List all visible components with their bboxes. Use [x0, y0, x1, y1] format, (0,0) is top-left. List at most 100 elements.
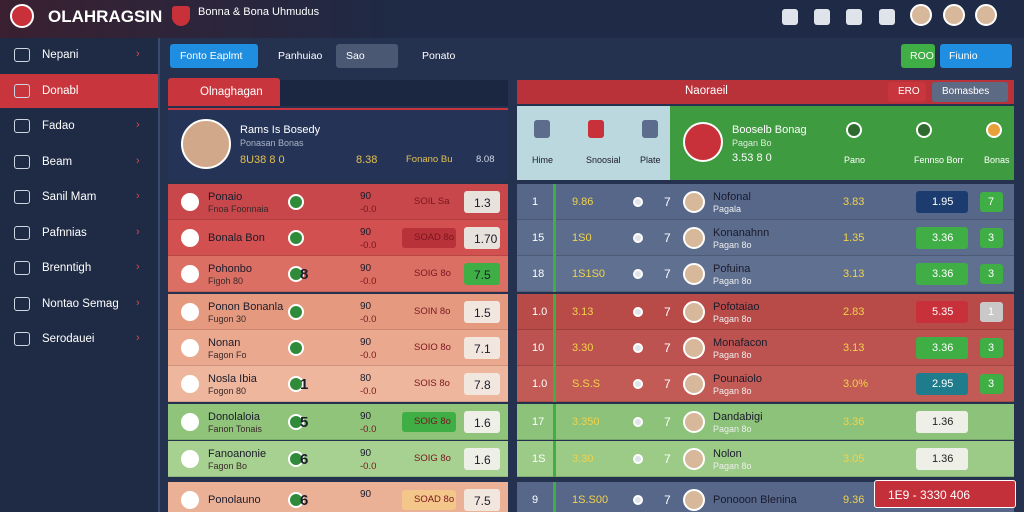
odds-box[interactable]: [916, 191, 968, 213]
odds-box[interactable]: [464, 411, 500, 433]
club-icon: [288, 194, 304, 210]
club-icon: [288, 414, 304, 430]
odds-box[interactable]: [464, 489, 500, 511]
match-row[interactable]: [168, 404, 508, 440]
sidebar-item[interactable]: Donabl: [42, 84, 79, 97]
profile-stats: 8U38 8 0: [240, 154, 285, 166]
mini-icon: [633, 233, 643, 243]
card-label: Hime: [532, 155, 554, 165]
chevron: ›: [136, 119, 140, 131]
odds-box[interactable]: [464, 301, 500, 323]
sidebar-item[interactable]: Nepani: [42, 49, 79, 61]
odds-box[interactable]: [464, 448, 500, 470]
sidebar-item[interactable]: Sanil Mam: [42, 191, 97, 203]
top-icon[interactable]: [814, 9, 830, 25]
match-row[interactable]: [168, 184, 508, 220]
row-stripe: [553, 482, 556, 512]
number: 7: [664, 452, 671, 466]
tag: SOIG 8o: [414, 453, 451, 464]
stat-top: 90: [360, 489, 372, 500]
card-icon: [534, 120, 550, 138]
match-row[interactable]: [168, 441, 508, 477]
top-icon[interactable]: [782, 9, 798, 25]
small: 3: [988, 268, 995, 280]
odds-box[interactable]: [464, 373, 500, 395]
odds-box[interactable]: [916, 337, 968, 359]
action-button[interactable]: [940, 44, 1012, 68]
odds-box[interactable]: [916, 373, 968, 395]
odds-box[interactable]: [464, 191, 500, 213]
match-row[interactable]: [168, 256, 508, 292]
sidebar-item[interactable]: Beam: [42, 155, 73, 168]
profile-badge: Fonano Bu: [406, 154, 453, 165]
team-icon: [181, 265, 199, 283]
player-avatar: [683, 191, 705, 213]
team-sub: Fagon Bo: [208, 461, 248, 471]
mini-icon: [633, 307, 643, 317]
chevron: ›: [136, 154, 140, 167]
odds-box[interactable]: [916, 227, 968, 249]
stat-bottom: -0.0: [360, 204, 377, 215]
tab-button[interactable]: [170, 44, 258, 68]
sidebar: [0, 38, 160, 512]
code: 1S.S00: [572, 494, 609, 506]
player-name: Monafacon: [713, 337, 768, 349]
odds-box[interactable]: [464, 337, 500, 359]
stat-bottom: -0.0: [360, 386, 377, 397]
sidebar-item[interactable]: Nontao Semag: [42, 297, 119, 310]
odds: 1.6: [474, 416, 491, 430]
header-button[interactable]: [932, 82, 1008, 102]
odds-box[interactable]: [916, 301, 968, 323]
rank: 18: [532, 268, 545, 280]
card-left: [517, 106, 670, 180]
odds-box[interactable]: [464, 263, 500, 285]
sidebar-item[interactable]: Brenntigh: [42, 262, 92, 274]
match-row[interactable]: [168, 366, 508, 402]
player-sub: Pagan 8o: [713, 276, 752, 286]
sidebar-item[interactable]: Fadao: [42, 120, 75, 132]
match-row[interactable]: [168, 330, 508, 366]
card-right: [670, 106, 1014, 180]
card-item-icon: [916, 122, 932, 138]
tab-label: Ponato: [422, 50, 456, 62]
right-header: [517, 80, 1014, 104]
score: 6: [300, 492, 309, 509]
card-item: Bonas: [984, 155, 1010, 165]
profile-side: 8.08: [476, 154, 495, 165]
tag: SOAD 8o: [414, 232, 455, 243]
stat-top: 90: [360, 448, 372, 459]
top-icon[interactable]: [846, 9, 862, 25]
odds-box[interactable]: [916, 263, 968, 285]
player-name: Dandabigi: [713, 411, 763, 423]
score: 8: [300, 266, 309, 283]
odds-box[interactable]: [916, 411, 968, 433]
row-stripe: [553, 441, 556, 477]
tab-button[interactable]: [336, 44, 398, 68]
odds-box[interactable]: [916, 448, 968, 470]
sidebar-item[interactable]: Serodauei: [42, 333, 95, 345]
row-stripe: [553, 184, 556, 220]
odds: 1.36: [932, 416, 954, 428]
team-icon: [181, 303, 199, 321]
code: S.S.S: [572, 378, 601, 390]
row-stripe: [553, 366, 556, 402]
score: 1: [300, 376, 309, 393]
profile-avatar: [181, 119, 231, 169]
top-icon[interactable]: [879, 9, 895, 25]
number: 7: [664, 415, 671, 429]
club-icon: [288, 266, 304, 282]
card-avatar: [683, 122, 723, 162]
action-button[interactable]: [901, 44, 935, 68]
small-box: [980, 192, 1003, 212]
club-icon: [288, 376, 304, 392]
player-avatar: [683, 263, 705, 285]
player-avatar: [683, 489, 705, 511]
match-row[interactable]: [168, 294, 508, 330]
tag-bg: [402, 490, 456, 510]
rank: 10: [532, 342, 545, 354]
sidebar-item[interactable]: Pafnnias: [42, 226, 87, 239]
card-icon: [642, 120, 658, 138]
team-icon: [181, 229, 199, 247]
odds-box[interactable]: [464, 227, 500, 249]
header-button[interactable]: [888, 82, 926, 102]
